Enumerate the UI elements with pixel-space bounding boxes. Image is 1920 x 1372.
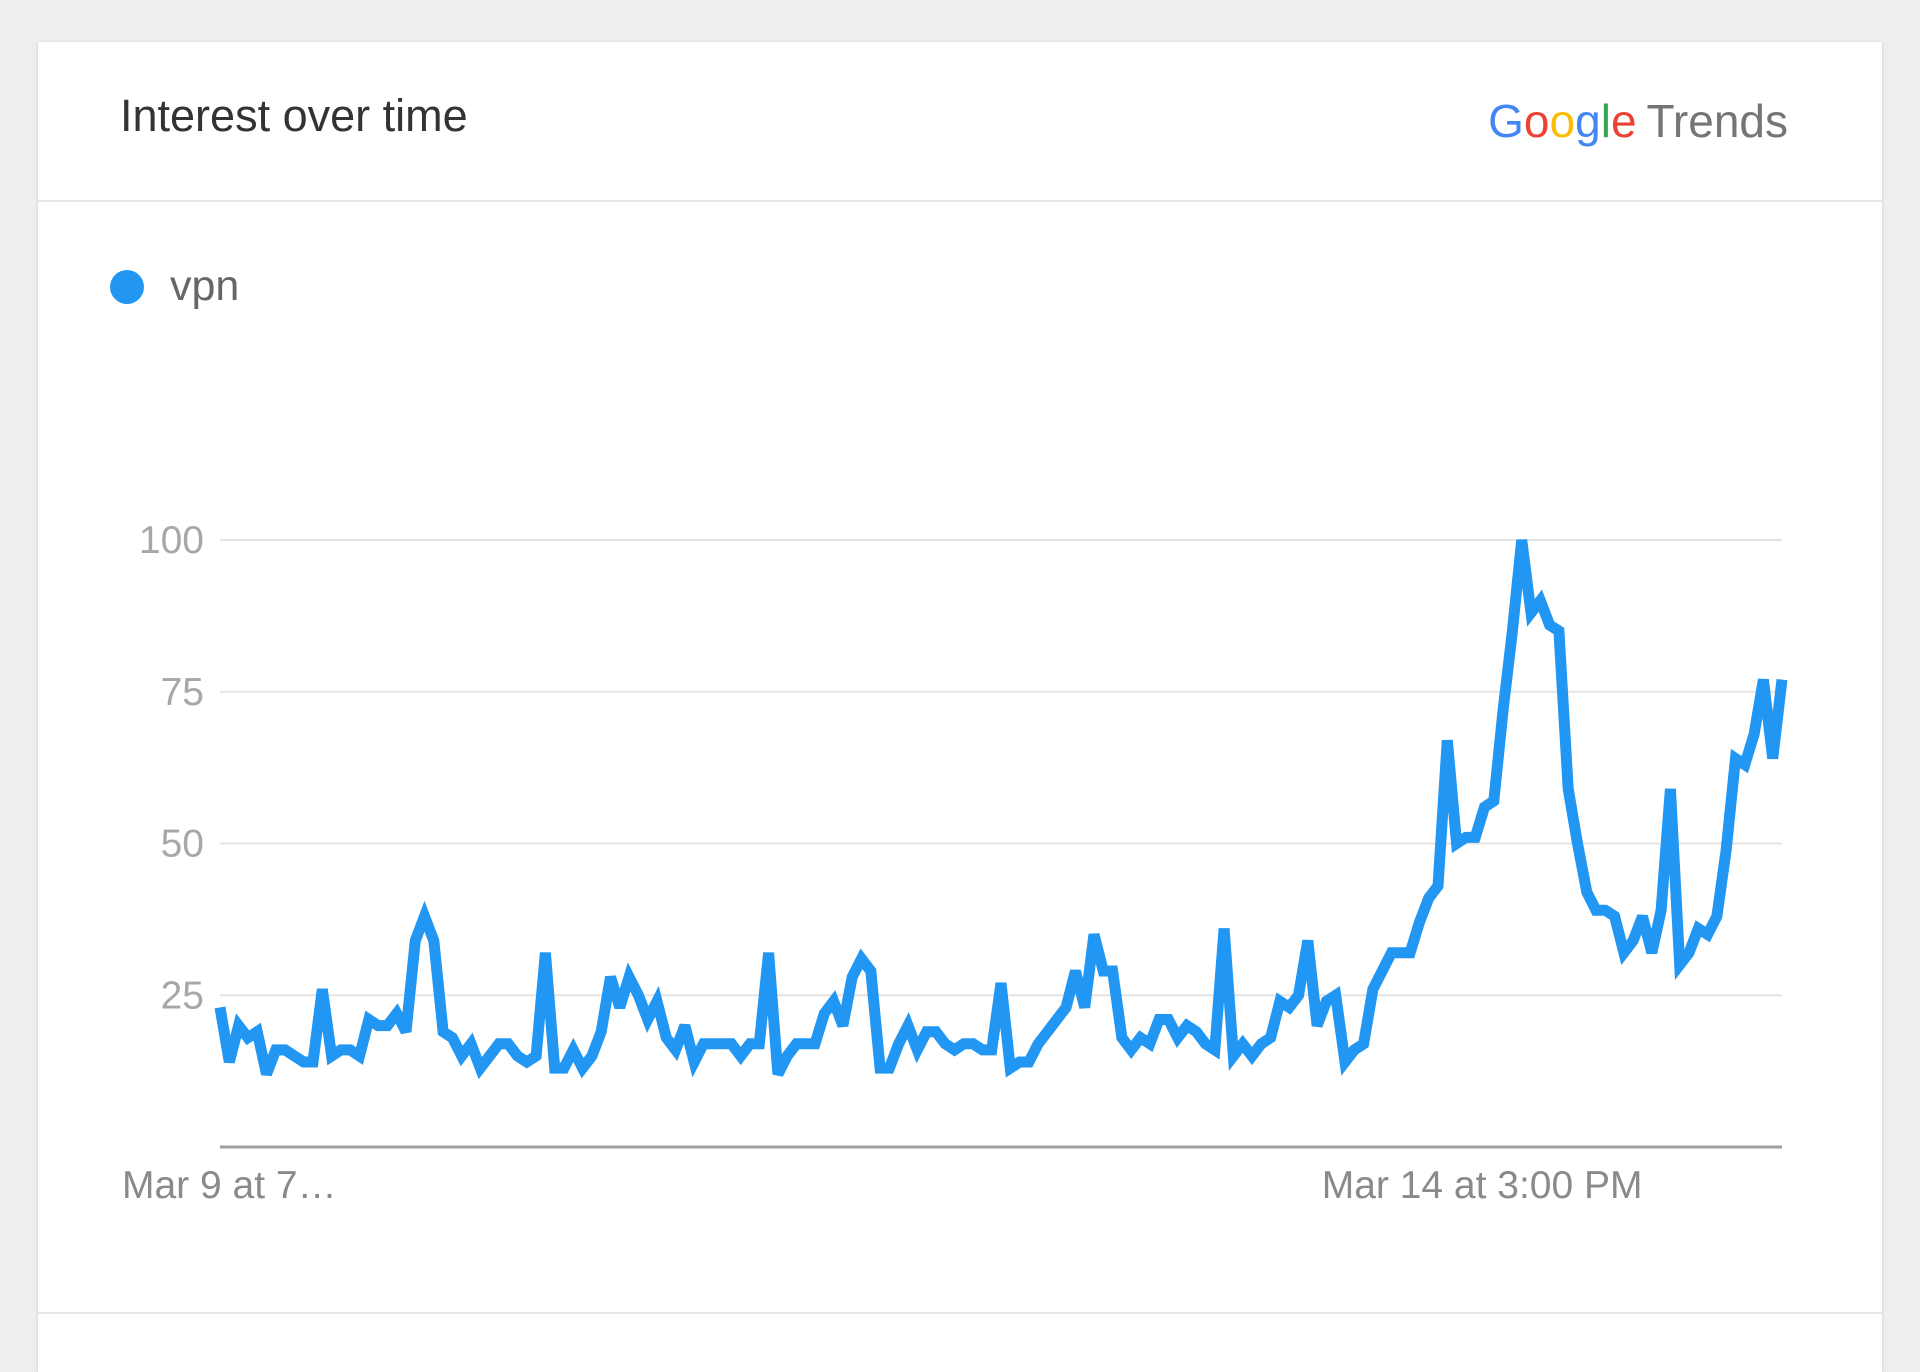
brand-letter: e [1610,95,1637,147]
x-tick-label: Mar 9 at 7… [122,1164,337,1207]
series-line-vpn[interactable] [214,539,1788,1080]
y-tick-label: 25 [161,974,204,1017]
google-wordmark: Google [1488,95,1636,147]
card-header: Interest over time Google Trends [38,42,1882,202]
card-footer-divider [38,1312,1882,1314]
brand-letter: l [1600,95,1611,147]
x-tick-label: Mar 14 at 3:00 PM [1322,1164,1643,1207]
interest-over-time-card: Interest over time Google Trends vpn 25 50… [38,42,1882,1372]
legend-label-vpn: vpn [170,262,240,310]
brand-letter: G [1488,95,1524,147]
y-tick-label: 75 [161,671,204,714]
card-title: Interest over time [120,90,468,141]
brand-letter: g [1575,95,1601,147]
google-trends-logo[interactable]: Google Trends [1488,94,1788,148]
legend-dot-icon [110,270,144,304]
interest-line-chart[interactable]: 25 50 75 100 Mar 9 at 7… Mar 14 at 3:00 PM [38,42,1882,1372]
brand-letter: o [1523,95,1550,147]
y-tick-label: 50 [161,823,204,866]
trends-wordmark: Trends [1646,95,1788,147]
brand-letter: o [1549,95,1576,147]
y-tick-label: 100 [139,519,204,562]
